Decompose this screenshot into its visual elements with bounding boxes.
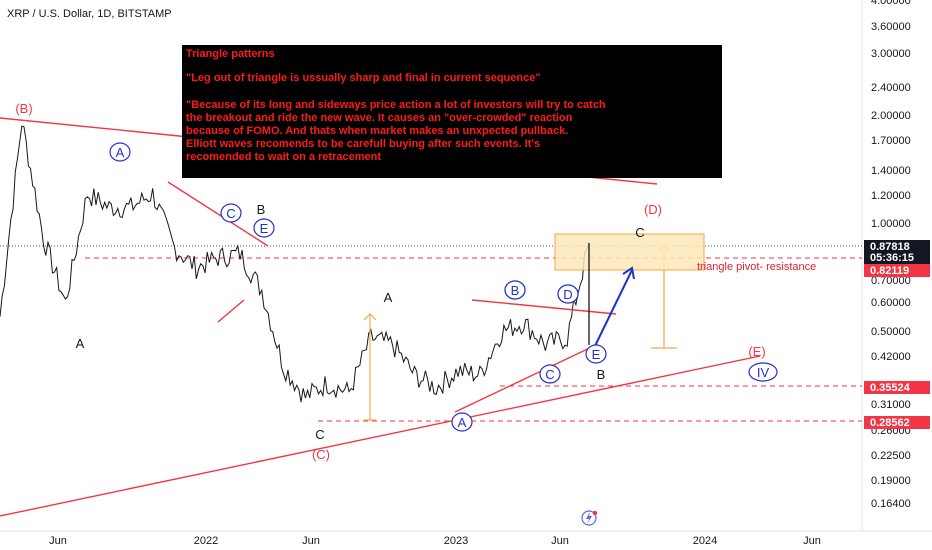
svg-text:(D): (D) [644, 202, 662, 217]
svg-text:D: D [563, 287, 572, 302]
svg-text:C: C [545, 367, 554, 382]
wave-label: (E) [748, 344, 765, 359]
price-series-line [0, 125, 590, 403]
price-tick-label: 0.42000 [871, 351, 911, 363]
note-title: Triangle patterns [186, 48, 275, 60]
svg-text:05:36:15: 05:36:15 [870, 252, 914, 264]
svg-text:0.28562: 0.28562 [870, 417, 910, 429]
price-tick-label: 0.22500 [871, 450, 911, 462]
time-tick-label: Jun [551, 535, 569, 547]
wave-label: IV [748, 362, 778, 382]
svg-text:C: C [635, 225, 644, 240]
price-tick-label: 4.00000 [871, 0, 911, 7]
svg-text:(C): (C) [312, 447, 330, 462]
svg-text:IV: IV [757, 365, 770, 380]
svg-text:E: E [592, 347, 601, 362]
wave-label: A [76, 336, 85, 351]
price-tick-label: 1.20000 [871, 190, 911, 202]
svg-text:B: B [511, 283, 520, 298]
price-tick-label: 1.00000 [871, 218, 911, 230]
time-tick-label: Jun [803, 535, 821, 547]
wave-label: (B) [15, 101, 32, 116]
time-tick-label: 2024 [693, 535, 717, 547]
wave-label: B [597, 367, 606, 382]
price-tick-label: 1.70000 [871, 135, 911, 147]
note-box[interactable]: Triangle patterns "Leg out of triangle i… [182, 45, 722, 178]
price-tag: 0.28562 [864, 416, 930, 429]
lightning-icon[interactable] [581, 510, 598, 526]
price-tick-label: 3.00000 [871, 48, 911, 60]
wave-label: C [220, 203, 242, 223]
wave-label: (C) [312, 447, 330, 462]
note-body-line-4: Elliott waves recomends to be carefull b… [186, 138, 540, 150]
chart-title: XRP / U.S. Dollar, 1D, BITSTAMP [7, 8, 172, 20]
subwave-lower-trendline-2[interactable] [454, 344, 597, 413]
price-tick-label: 0.70000 [871, 275, 911, 287]
svg-text:0.82119: 0.82119 [870, 265, 909, 277]
note-body-line-5: recomended to wait on a retracement [186, 151, 381, 163]
subwave-lower-trendline-1[interactable] [217, 299, 245, 323]
svg-text:A: A [76, 336, 85, 351]
note-body-line-1: "Because of its long and sideways price … [186, 99, 606, 111]
svg-text:A: A [384, 290, 393, 305]
price-tick-label: 1.40000 [871, 165, 911, 177]
pivot-resistance-label: triangle pivot- resistance [697, 261, 816, 273]
wave-label: E [585, 344, 607, 364]
price-tick-label: 2.00000 [871, 110, 911, 122]
wave-label: C [539, 364, 561, 384]
price-tick-label: 0.31000 [871, 399, 911, 411]
wave-label: C [635, 225, 644, 240]
note-body-line-2: the breakout and ride the new wave. It c… [186, 112, 573, 124]
price-tick-label: 0.16400 [871, 498, 911, 510]
svg-text:C: C [315, 427, 324, 442]
svg-text:0.35524: 0.35524 [870, 382, 911, 394]
note-body-line-3: because of FOMO. And thats when market m… [186, 125, 568, 137]
time-tick-label: 2022 [194, 535, 218, 547]
svg-text:(E): (E) [748, 344, 765, 359]
price-tag: 0.35524 [864, 381, 930, 394]
wave-label: (D) [644, 202, 662, 217]
svg-text:E: E [260, 221, 269, 236]
wave-label: B [504, 280, 526, 300]
time-tick-label: Jun [49, 535, 67, 547]
wave-label: B [257, 202, 266, 217]
price-tick-label: 0.60000 [871, 297, 911, 309]
wave-label: D [557, 284, 579, 304]
subwave-upper-trendline-1[interactable] [167, 181, 269, 247]
wave-label: A [384, 290, 393, 305]
triangle-lower-trendline[interactable] [0, 355, 761, 517]
note-line-1: "Leg out of triangle is ussually sharp a… [186, 72, 541, 84]
time-tick-label: Jun [302, 535, 320, 547]
svg-text:(B): (B) [15, 101, 32, 116]
subwave-upper-trendline-2[interactable] [471, 299, 617, 315]
projected-wave-arrow[interactable] [593, 266, 635, 349]
price-tick-label: 3.60000 [871, 21, 911, 33]
projection-arrow-1[interactable] [363, 313, 377, 421]
wave-label: E [253, 218, 275, 238]
price-tick-label: 2.40000 [871, 82, 911, 94]
svg-text:B: B [257, 202, 266, 217]
svg-text:A: A [458, 415, 467, 430]
svg-text:C: C [226, 206, 235, 221]
svg-text:B: B [597, 367, 606, 382]
wave-label: A [109, 142, 131, 162]
target-zone-box[interactable] [554, 233, 705, 271]
svg-text:A: A [116, 145, 125, 160]
time-axis[interactable]: Jun 2022 Jun 2023 Jun 2024 Jun [49, 535, 821, 547]
wave-label: A [451, 412, 473, 432]
price-axis[interactable]: 4.00000 3.60000 3.00000 2.40000 2.00000 1.700… [871, 0, 911, 510]
time-tick-label: 2023 [444, 535, 468, 547]
price-tick-label: 0.19000 [871, 475, 911, 487]
svg-text:0.87818: 0.87818 [870, 241, 910, 253]
price-tag: 0.82119 [864, 264, 930, 277]
price-tick-label: 0.50000 [871, 326, 911, 338]
wave-label: C [315, 427, 324, 442]
